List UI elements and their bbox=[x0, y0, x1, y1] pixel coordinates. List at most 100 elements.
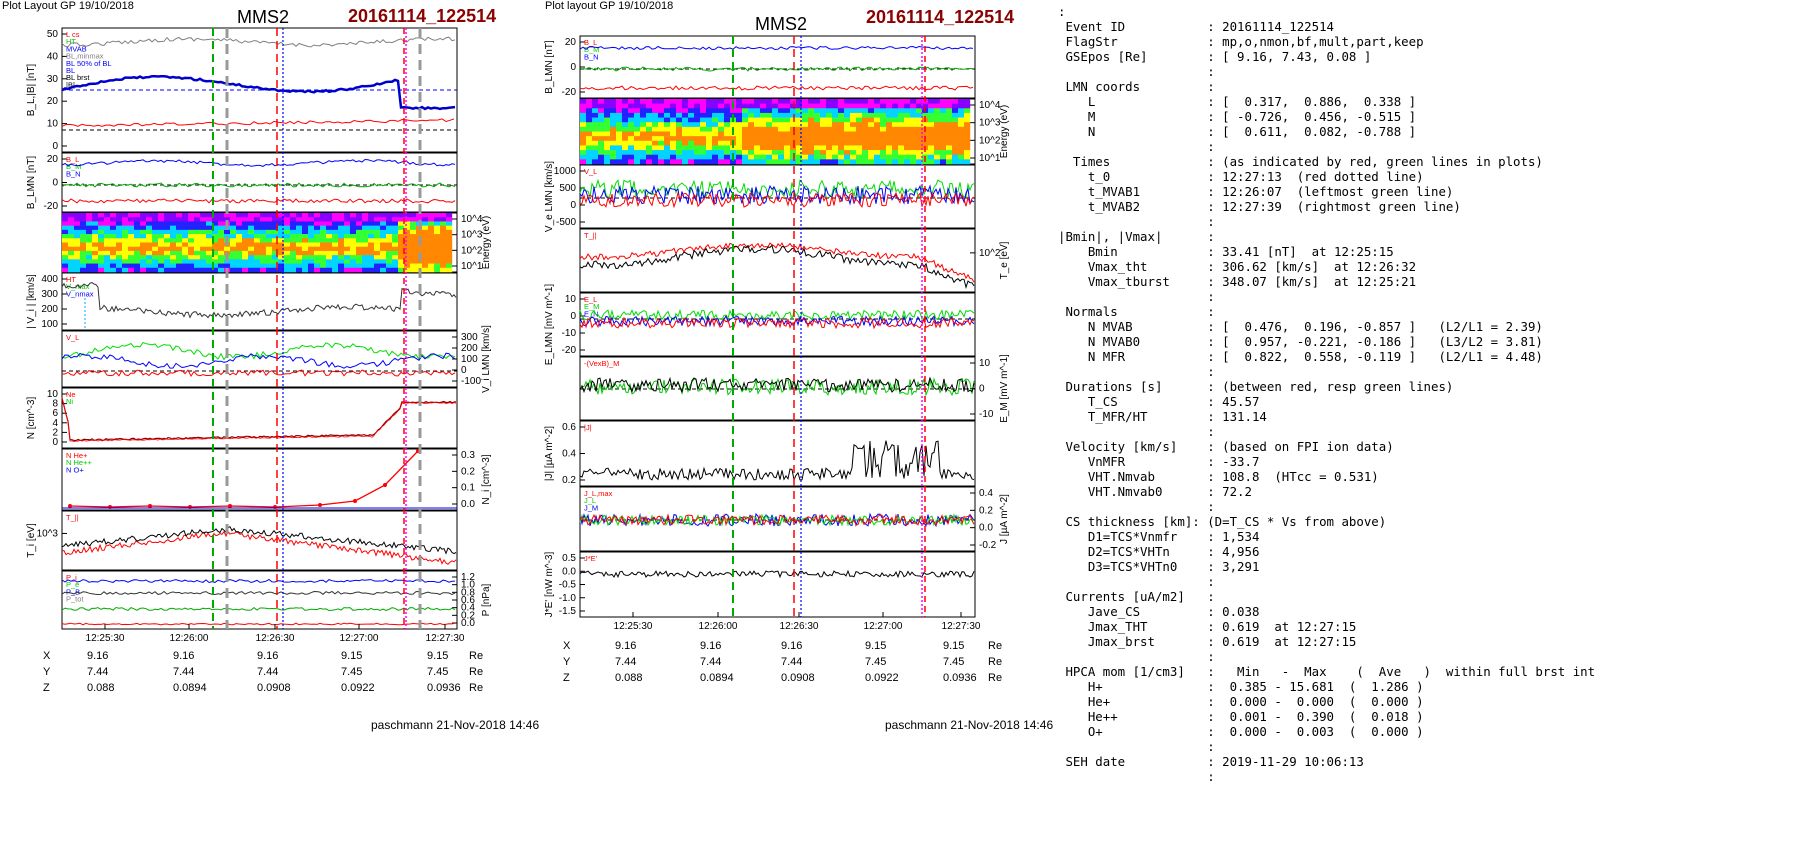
spectrogram-cell bbox=[862, 145, 869, 151]
spectrogram-cell bbox=[338, 217, 345, 222]
spectrogram-cell bbox=[332, 246, 339, 252]
spectrogram-cell bbox=[248, 225, 255, 231]
spectrogram-cell bbox=[296, 263, 303, 269]
spectrogram-cell bbox=[260, 255, 267, 260]
spectrogram-cell bbox=[766, 103, 773, 109]
spectrogram-cell bbox=[218, 250, 225, 256]
spectrogram-cell bbox=[92, 221, 99, 226]
tick-label: 0.2 bbox=[461, 610, 475, 621]
spectrogram-cell bbox=[134, 267, 141, 273]
legend-entry: J_M bbox=[584, 503, 598, 512]
spectrogram-cell bbox=[712, 108, 719, 114]
spectrogram-cell bbox=[646, 103, 653, 109]
spectrogram-cell bbox=[230, 255, 237, 260]
spectrogram-cell bbox=[760, 154, 767, 160]
series-BL bbox=[61, 158, 456, 167]
spectrogram-cell bbox=[362, 221, 369, 226]
tick-label: 10^2 bbox=[979, 135, 1001, 146]
spectrogram-cell bbox=[748, 150, 755, 156]
spectrogram-cell bbox=[392, 250, 399, 256]
spectrogram-cell bbox=[688, 154, 695, 160]
spectrogram-cell bbox=[700, 140, 707, 146]
spectrogram-cell bbox=[850, 154, 857, 160]
spectrogram-cell bbox=[772, 154, 779, 160]
spectrogram-cell bbox=[652, 103, 659, 109]
spectrogram-cell bbox=[308, 255, 315, 260]
spectrogram-cell bbox=[356, 238, 363, 243]
spectrogram-cell bbox=[868, 136, 875, 142]
spectrogram-cell bbox=[826, 122, 833, 128]
spectrogram-cell bbox=[332, 263, 339, 269]
spectrogram-cell bbox=[790, 99, 797, 104]
spectrogram-cell bbox=[362, 246, 369, 252]
spectrogram-cell bbox=[892, 136, 899, 142]
spectrogram-cell bbox=[694, 117, 701, 123]
spectrogram-cell bbox=[586, 126, 593, 132]
spectrogram-cell bbox=[74, 213, 81, 218]
spectrogram-cell bbox=[206, 259, 213, 264]
spectrogram-cell bbox=[748, 122, 755, 128]
spectrogram-cell bbox=[92, 263, 99, 269]
spectrogram-cell bbox=[808, 126, 815, 132]
spectrogram-cell bbox=[236, 242, 243, 248]
spectrogram-cell bbox=[616, 103, 623, 109]
spectrogram-cell bbox=[374, 238, 381, 243]
spectrogram-cell bbox=[422, 263, 429, 269]
spectrogram-cell bbox=[134, 238, 141, 243]
info-line: GSEpos [Re] : [ 9.16, 7.43, 0.08 ] bbox=[1058, 49, 1372, 64]
position-unit: Re bbox=[988, 640, 1003, 652]
spectrogram-cell bbox=[116, 242, 123, 248]
spectrogram-cell bbox=[242, 213, 249, 218]
spectrogram-cell bbox=[958, 154, 965, 160]
spectrogram-cell bbox=[676, 122, 683, 128]
spectrogram-cell bbox=[224, 229, 231, 235]
spectrogram-cell bbox=[736, 136, 743, 142]
tick-label: 40 bbox=[47, 51, 59, 62]
spectrogram-cell bbox=[110, 217, 117, 222]
spectrogram-cell bbox=[934, 126, 941, 132]
spectrogram-cell bbox=[200, 217, 207, 222]
spectrogram-cell bbox=[820, 99, 827, 104]
spectrogram-cell bbox=[706, 117, 713, 123]
spectrogram-cell bbox=[784, 150, 791, 156]
spectrogram-cell bbox=[616, 145, 623, 151]
spectrogram-cell bbox=[146, 242, 153, 248]
spectrogram-cell bbox=[820, 108, 827, 114]
spectrogram-cell bbox=[610, 99, 617, 104]
spectrogram-cell bbox=[964, 140, 971, 146]
axis-label: | V_i | [km/s] bbox=[26, 274, 37, 329]
spectrogram-cell bbox=[652, 131, 659, 137]
spectrogram-cell bbox=[326, 255, 333, 260]
spectrogram-cell bbox=[248, 242, 255, 248]
spectrogram-cell bbox=[760, 159, 767, 165]
spectrogram-cell bbox=[604, 159, 611, 165]
spectrogram-cell bbox=[98, 238, 105, 243]
spectrogram-cell bbox=[398, 267, 405, 273]
spectrogram-cell bbox=[880, 108, 887, 114]
spectrogram-cell bbox=[332, 221, 339, 226]
spectrogram-cell bbox=[868, 117, 875, 123]
spectrogram-cell bbox=[778, 136, 785, 142]
spectrogram-cell bbox=[658, 126, 665, 132]
spectrogram-cell bbox=[964, 145, 971, 151]
spectrogram-cell bbox=[754, 131, 761, 137]
tick-label: 20 bbox=[47, 154, 59, 165]
tick-label: 10^1 bbox=[979, 153, 1001, 164]
spectrogram-cell bbox=[224, 246, 231, 252]
spectrogram-cell bbox=[964, 136, 971, 142]
spectrogram-cell bbox=[386, 213, 393, 218]
spectrogram-cell bbox=[664, 112, 671, 118]
spectrogram-cell bbox=[628, 131, 635, 137]
spectrogram-cell bbox=[146, 255, 153, 260]
info-line: Vmax_tht : 306.62 [km/s] at 12:26:32 bbox=[1058, 259, 1417, 274]
tick-label: 10^2 bbox=[461, 245, 483, 256]
position-row-x: X 9.16 9.16 9.16 9.15 9.15 Re bbox=[520, 640, 1040, 654]
tick-label: 0 bbox=[52, 178, 58, 189]
spectrogram-cell bbox=[832, 103, 839, 109]
spectrogram-cell bbox=[760, 122, 767, 128]
spectrogram-cell bbox=[188, 234, 195, 239]
spectrogram-cell bbox=[634, 159, 641, 165]
spectrogram-cell bbox=[604, 154, 611, 160]
position-value: 7.44 bbox=[781, 656, 803, 668]
info-line: H+ : 0.385 - 15.681 ( 1.286 ) bbox=[1058, 679, 1424, 694]
